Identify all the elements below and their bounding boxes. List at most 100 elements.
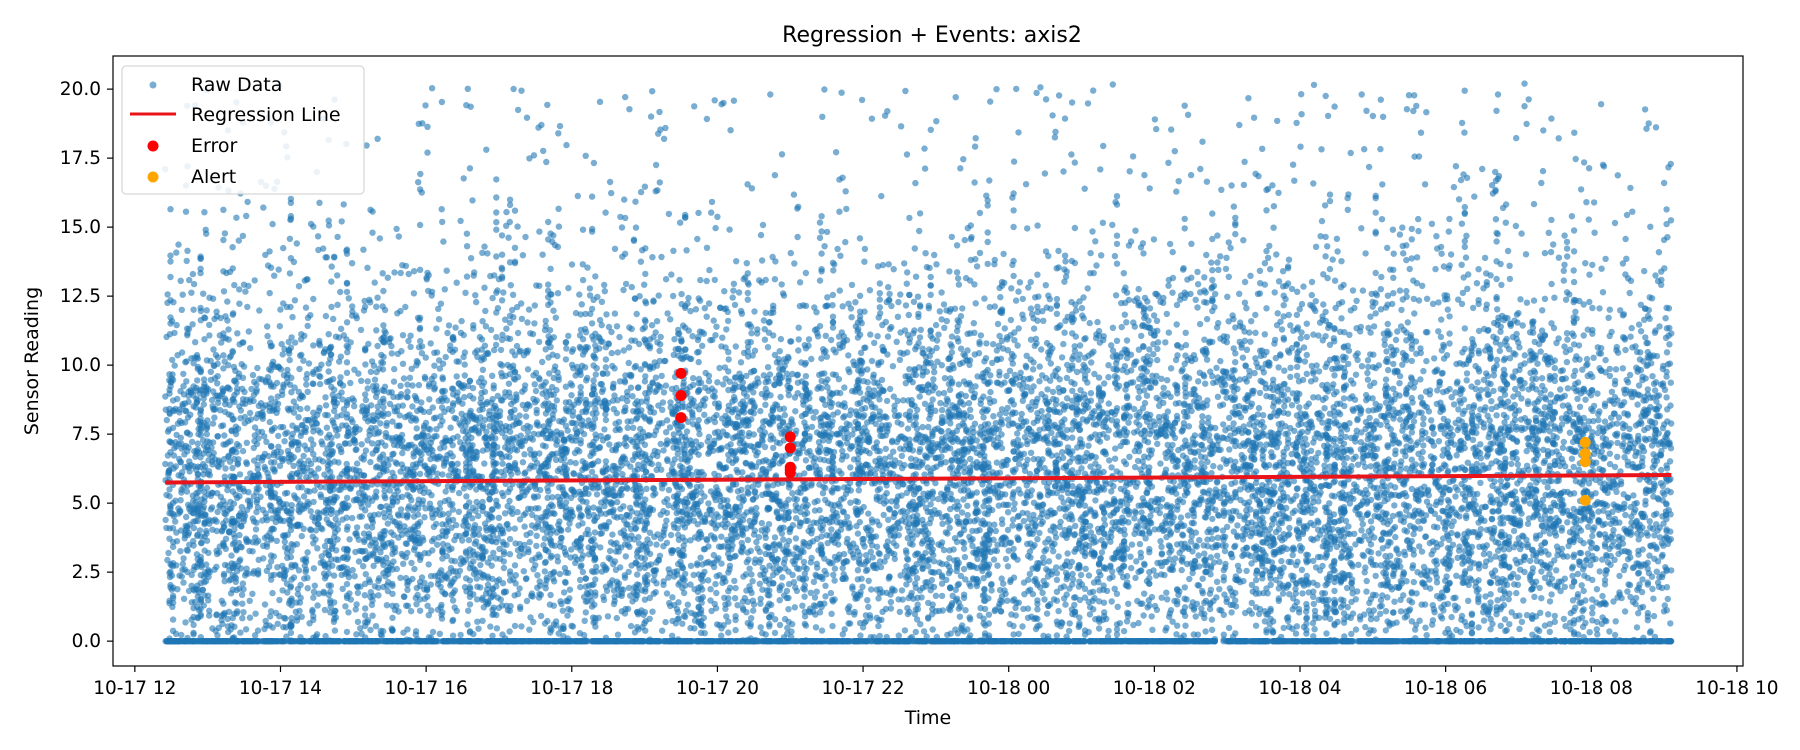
raw-data-point	[1396, 231, 1404, 238]
raw-data-point	[525, 306, 533, 313]
raw-data-point	[1615, 550, 1622, 558]
raw-data-point	[1577, 549, 1585, 557]
raw-data-point	[606, 547, 614, 555]
raw-data-point	[271, 466, 278, 473]
raw-data-point	[295, 414, 302, 421]
raw-data-point	[242, 626, 250, 633]
raw-data-point	[531, 302, 538, 309]
raw-data-point	[649, 608, 656, 615]
raw-data-point	[1241, 278, 1249, 286]
raw-data-point	[668, 271, 675, 278]
raw-data-point	[203, 527, 210, 535]
raw-data-point	[563, 141, 570, 149]
raw-data-point	[866, 287, 874, 294]
raw-data-point	[976, 209, 984, 217]
raw-data-point	[1513, 589, 1520, 597]
raw-data-point	[839, 303, 846, 310]
raw-data-point	[1157, 460, 1164, 467]
raw-data-point	[1544, 484, 1551, 491]
raw-data-point	[1646, 294, 1653, 301]
raw-data-point	[369, 612, 376, 619]
raw-data-point	[289, 313, 296, 321]
raw-data-point	[1288, 402, 1296, 409]
raw-data-point	[1177, 514, 1185, 521]
raw-data-point	[436, 630, 443, 637]
raw-data-point	[1179, 366, 1186, 373]
raw-data-point	[993, 347, 1001, 354]
raw-data-point	[812, 624, 820, 631]
raw-data-point	[1649, 373, 1656, 380]
raw-data-point	[678, 290, 685, 298]
raw-data-point	[276, 596, 283, 604]
raw-data-point	[410, 290, 418, 297]
raw-data-point	[1081, 185, 1088, 192]
raw-data-point	[1071, 224, 1079, 232]
raw-data-point	[676, 276, 683, 284]
raw-data-point	[1135, 394, 1142, 401]
raw-data-point	[276, 323, 283, 330]
raw-data-point	[1411, 310, 1418, 317]
raw-data-point	[1488, 398, 1495, 405]
raw-data-point	[1521, 360, 1528, 367]
raw-data-point	[530, 152, 538, 159]
raw-data-point	[894, 419, 901, 426]
raw-data-point	[1353, 297, 1360, 304]
raw-data-point	[1089, 228, 1096, 235]
raw-data-point	[1202, 380, 1209, 387]
raw-data-point	[1524, 520, 1532, 527]
raw-data-point	[519, 252, 527, 259]
raw-data-point	[764, 482, 771, 489]
raw-data-point	[291, 339, 299, 346]
raw-data-point	[1118, 299, 1125, 307]
raw-data-point	[438, 615, 446, 622]
raw-data-point	[408, 365, 415, 372]
raw-data-point	[842, 238, 849, 246]
raw-data-point	[1614, 453, 1621, 460]
raw-data-point	[1569, 572, 1576, 580]
raw-data-point	[1139, 240, 1147, 247]
raw-data-point	[1416, 617, 1423, 624]
raw-data-point	[1059, 449, 1066, 456]
raw-data-point	[477, 561, 484, 569]
raw-data-point	[1531, 593, 1538, 600]
raw-data-point	[1186, 575, 1193, 583]
raw-data-point	[1502, 219, 1510, 226]
raw-data-point	[714, 379, 721, 386]
raw-data-point	[858, 96, 866, 104]
raw-data-point	[1477, 526, 1485, 533]
raw-data-point	[964, 511, 971, 519]
raw-data-point	[264, 323, 271, 330]
raw-data-point	[1658, 466, 1665, 474]
raw-data-point	[946, 268, 953, 275]
raw-data-point	[1061, 115, 1069, 122]
raw-data-point	[888, 302, 895, 310]
raw-data-point	[1123, 482, 1130, 489]
raw-data-point	[513, 303, 521, 311]
raw-data-point	[472, 292, 479, 299]
raw-data-point	[855, 487, 862, 494]
raw-data-point	[887, 598, 895, 606]
raw-data-point	[221, 230, 229, 237]
raw-data-point	[730, 287, 737, 294]
raw-data-point	[1158, 551, 1166, 558]
raw-data-point	[1517, 296, 1524, 303]
raw-data-point	[922, 250, 929, 257]
raw-data-point	[867, 548, 874, 555]
raw-data-point	[828, 526, 835, 533]
raw-data-point	[848, 443, 855, 450]
raw-data-point	[1629, 208, 1636, 215]
raw-data-point	[882, 445, 889, 453]
raw-data-point	[169, 356, 176, 364]
raw-data-point	[1001, 325, 1008, 332]
raw-data-point	[875, 622, 882, 630]
raw-data-point	[840, 550, 848, 558]
raw-data-point	[865, 603, 872, 611]
raw-data-point	[254, 364, 261, 372]
raw-data-point	[1399, 224, 1406, 231]
raw-data-point	[793, 496, 801, 503]
raw-data-point	[556, 122, 564, 130]
raw-data-point	[660, 447, 667, 454]
raw-data-point	[1358, 527, 1365, 534]
raw-data-point	[1090, 87, 1097, 94]
raw-data-point	[522, 413, 530, 420]
